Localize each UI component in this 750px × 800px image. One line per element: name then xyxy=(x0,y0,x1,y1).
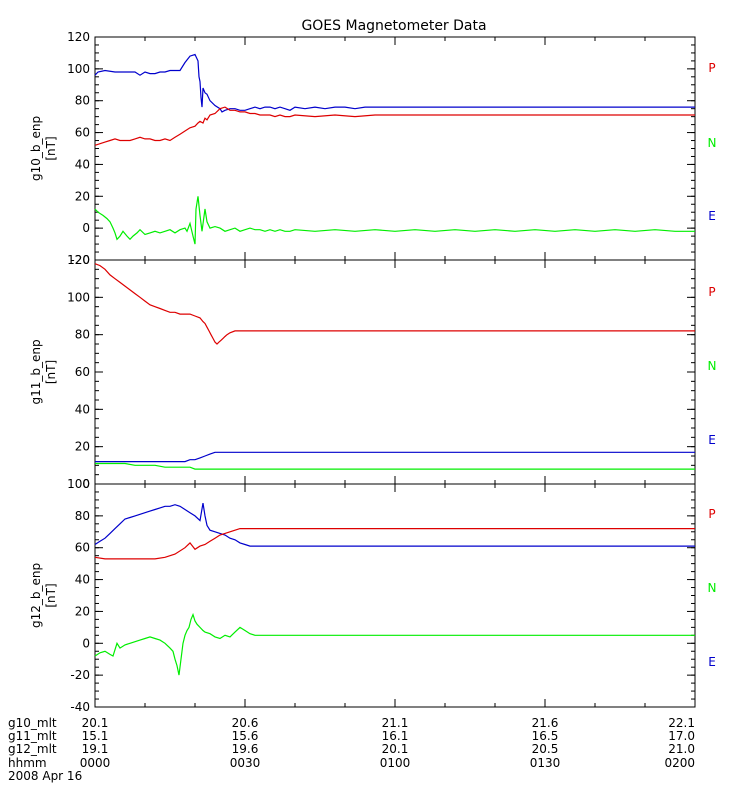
panel-frame xyxy=(94,483,696,708)
legend-P: P xyxy=(708,61,715,75)
y-tick-label: 40 xyxy=(75,573,90,587)
series-P xyxy=(94,106,695,146)
y-tick-label: 20 xyxy=(75,189,90,203)
series-N xyxy=(94,612,695,676)
x-tick-label-g12_mlt: 19.1 xyxy=(82,742,109,756)
y-axis-unit: [nT] xyxy=(44,136,58,160)
y-tick-label: 120 xyxy=(67,253,90,267)
date-label: 2008 Apr 16 xyxy=(8,769,82,783)
x-tick-label-g10_mlt: 21.6 xyxy=(532,716,559,730)
x-tick-label-g12_mlt: 21.0 xyxy=(668,742,695,756)
y-tick-label: 80 xyxy=(75,509,90,523)
y-tick-label: 60 xyxy=(75,365,90,379)
series-N xyxy=(94,196,695,245)
y-tick-label: 20 xyxy=(75,440,90,454)
legend-N: N xyxy=(708,136,717,150)
x-tick-label-hhmm: 0000 xyxy=(80,756,111,770)
y-tick-label: 100 xyxy=(67,290,90,304)
x-tick-label-g12_mlt: 20.5 xyxy=(532,742,559,756)
legend-E: E xyxy=(708,655,716,669)
x-tick-label-g12_mlt: 19.6 xyxy=(232,742,259,756)
x-tick-label-g11_mlt: 16.1 xyxy=(382,729,409,743)
y-tick-label: 60 xyxy=(75,126,90,140)
series-E xyxy=(94,502,695,547)
y-axis-unit: [nT] xyxy=(44,583,58,607)
panel-2: 0 20 40 60 80 100 120 g11_b_enp [nT] P N E xyxy=(29,253,716,491)
x-tick-label-g10_mlt: 20.6 xyxy=(232,716,259,730)
x-tick-label-hhmm: 0100 xyxy=(380,756,411,770)
y-tick-label: 0 xyxy=(82,221,90,235)
y-tick-label: 0 xyxy=(82,636,90,650)
legend-P: P xyxy=(708,507,715,521)
panel-3: -40 -20 0 20 40 60 80 100 g12_b_enp [nT] P N E xyxy=(29,477,716,714)
y-tick-label: -20 xyxy=(70,668,90,682)
x-tick-label-g10_mlt: 21.1 xyxy=(382,716,409,730)
y-axis-label: g10_b_enp xyxy=(29,116,43,181)
y-tick-label: 80 xyxy=(75,328,90,342)
x-tick-label-g10_mlt: 20.1 xyxy=(82,716,109,730)
x-tick-label-g11_mlt: 16.5 xyxy=(532,729,559,743)
chart-title: GOES Magnetometer Data xyxy=(301,18,486,34)
panel-frame xyxy=(94,36,696,261)
panel-1: -20 0 20 40 60 80 100 120 g10_b_enp [nT] P N E xyxy=(29,30,716,267)
series-E xyxy=(95,451,695,463)
legend-E: E xyxy=(708,433,716,447)
tick-row-label: g12_mlt xyxy=(8,742,57,756)
x-tick-label-g12_mlt: 20.1 xyxy=(382,742,409,756)
tick-row-label: g11_mlt xyxy=(8,729,57,743)
series-P xyxy=(94,528,695,560)
y-tick-label: -20 xyxy=(70,253,90,267)
tick-row-label: g10_mlt xyxy=(8,716,57,730)
series-N xyxy=(95,462,695,470)
y-tick-label: 60 xyxy=(75,541,90,555)
x-tick-label-g10_mlt: 22.1 xyxy=(668,716,695,730)
y-tick-label: 80 xyxy=(75,94,90,108)
y-tick-label: 20 xyxy=(75,604,90,618)
y-tick-label: 120 xyxy=(67,30,90,44)
x-tick-label-hhmm: 0200 xyxy=(664,756,695,770)
y-axis-unit: [nT] xyxy=(44,360,58,384)
x-tick-label-g11_mlt: 15.6 xyxy=(232,729,259,743)
y-tick-label: 0 xyxy=(82,477,90,491)
y-tick-label: -40 xyxy=(70,700,90,714)
y-axis-label: g11_b_enp xyxy=(29,339,43,404)
x-tick-label-hhmm: 0030 xyxy=(230,756,261,770)
x-tick-label-hhmm: 0130 xyxy=(530,756,561,770)
series-P xyxy=(94,263,695,345)
y-tick-label: 40 xyxy=(75,157,90,171)
y-tick-label: 100 xyxy=(67,62,90,76)
legend-P: P xyxy=(708,285,715,299)
x-axis-labels: g10_mltg11_mltg12_mlthhmm20.115.119.1000… xyxy=(8,716,695,783)
series-E xyxy=(94,53,695,113)
y-tick-label: 40 xyxy=(75,402,90,416)
x-tick-label-g11_mlt: 17.0 xyxy=(668,729,695,743)
y-axis-label: g12_b_enp xyxy=(29,563,43,628)
legend-N: N xyxy=(708,581,717,595)
legend-E: E xyxy=(708,209,716,223)
legend-N: N xyxy=(708,359,717,373)
x-tick-label-g11_mlt: 15.1 xyxy=(82,729,109,743)
panel-frame xyxy=(94,259,696,485)
tick-row-label: hhmm xyxy=(8,756,47,770)
y-tick-label: 100 xyxy=(67,477,90,491)
